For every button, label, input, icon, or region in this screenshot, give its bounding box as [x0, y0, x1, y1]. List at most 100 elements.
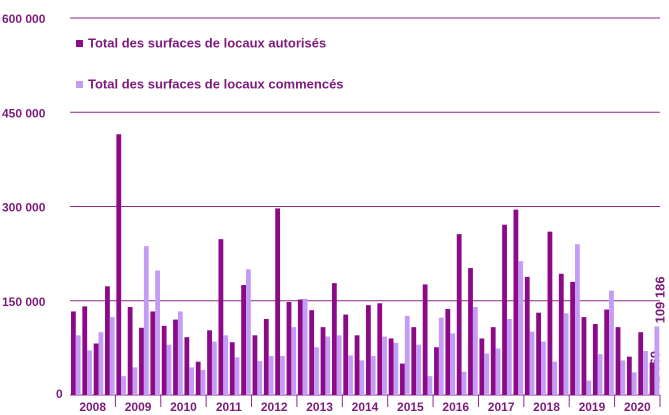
bar — [518, 261, 524, 395]
bar — [400, 363, 405, 395]
bar — [484, 353, 490, 395]
legend: Total des surfaces de locaux autorisés To… — [76, 35, 344, 91]
bar — [377, 303, 383, 395]
legend-label: Total des surfaces de locaux commencés — [88, 76, 344, 91]
bar — [490, 327, 496, 395]
y-tick-label: 600 000 — [2, 12, 46, 26]
bar — [581, 317, 587, 395]
bar — [552, 361, 558, 395]
bar — [155, 270, 161, 395]
bar — [116, 134, 122, 395]
bar — [631, 372, 637, 395]
bar — [166, 344, 172, 395]
bar — [280, 356, 285, 395]
bar — [592, 323, 598, 395]
bar — [302, 298, 308, 395]
bar — [438, 317, 444, 395]
bar — [620, 360, 626, 395]
bar — [348, 355, 353, 395]
bar — [366, 305, 371, 395]
bar — [558, 273, 564, 395]
legend-swatch — [76, 81, 83, 88]
bar — [109, 317, 115, 395]
bar — [325, 336, 331, 395]
bar — [263, 318, 269, 395]
bar — [615, 327, 621, 395]
bar — [93, 343, 99, 395]
bar — [597, 354, 603, 395]
bar — [604, 309, 610, 395]
y-tick-label: 150 000 — [2, 295, 46, 309]
bar — [393, 342, 399, 395]
bar — [586, 380, 592, 395]
bar — [427, 376, 433, 395]
bar — [297, 299, 303, 395]
bar — [132, 367, 138, 395]
bar — [336, 335, 342, 395]
bar — [563, 313, 569, 395]
bar — [502, 224, 507, 395]
bar — [609, 290, 614, 395]
bar — [513, 209, 519, 395]
bar — [189, 367, 195, 395]
bar — [309, 310, 315, 395]
bar — [638, 332, 644, 395]
bar — [98, 332, 104, 395]
bar — [195, 361, 201, 395]
bar — [139, 327, 144, 395]
bar — [223, 335, 229, 395]
bar — [257, 361, 263, 395]
bar — [506, 318, 512, 395]
x-tick-label: 2011 — [216, 400, 242, 414]
bar — [87, 350, 92, 395]
x-tick-label: 2013 — [306, 400, 333, 414]
bar — [536, 312, 541, 395]
bar — [370, 356, 376, 395]
bar — [82, 306, 88, 395]
bar — [275, 208, 281, 395]
x-tick-label: 2008 — [79, 400, 106, 414]
bar — [184, 337, 190, 395]
bar — [177, 311, 183, 395]
bar — [359, 360, 365, 395]
bar — [479, 338, 485, 395]
bar — [416, 344, 421, 395]
bar — [495, 348, 501, 395]
bar — [343, 314, 349, 395]
x-tick-label: 2014 — [352, 400, 379, 414]
bar — [450, 333, 456, 395]
y-tick-label: 0 — [56, 387, 63, 401]
value-label: 109 186 — [652, 276, 667, 323]
x-tick-label: 2015 — [397, 400, 424, 414]
bar — [75, 335, 81, 395]
bar — [234, 357, 240, 395]
x-tick-label: 2020 — [624, 400, 651, 414]
bar — [654, 326, 660, 395]
bar — [547, 231, 553, 395]
x-tick-label: 2010 — [170, 400, 197, 414]
x-tick-label: 2012 — [261, 400, 288, 414]
bar — [241, 285, 246, 395]
x-tick-label: 2017 — [488, 400, 515, 414]
x-tick-label: 2016 — [442, 400, 469, 414]
y-tick-label: 300 000 — [2, 201, 46, 215]
legend-swatch — [76, 40, 83, 47]
bar — [331, 283, 337, 395]
x-tick-label: 2019 — [579, 400, 606, 414]
bar — [245, 269, 251, 395]
bar — [71, 311, 76, 395]
bar — [268, 356, 274, 395]
bar — [200, 369, 206, 395]
y-tick-label: 450 000 — [2, 106, 46, 120]
bar — [211, 341, 217, 395]
bar — [422, 284, 428, 395]
bar — [468, 268, 473, 395]
bar — [143, 246, 149, 395]
bar — [314, 347, 319, 395]
bar — [161, 325, 167, 395]
bar — [121, 376, 126, 395]
bar — [173, 319, 178, 395]
bar — [529, 331, 535, 395]
bar — [218, 239, 224, 395]
